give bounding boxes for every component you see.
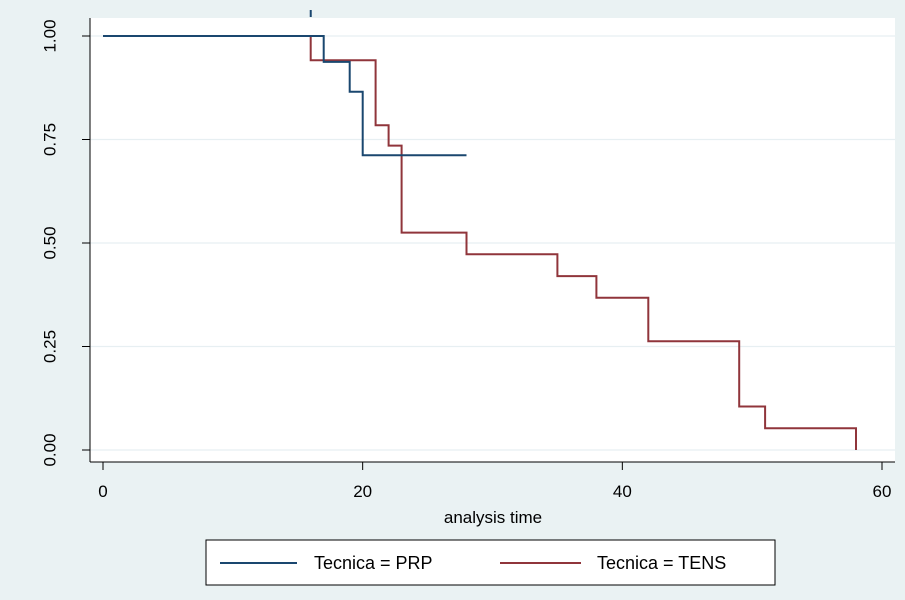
gridlines [90, 35, 895, 451]
legend: Tecnica = PRP Tecnica = TENS [205, 539, 776, 586]
y-tick-label-2: 0.50 [41, 226, 60, 259]
x-axis-title: analysis time [444, 508, 542, 527]
x-tick-label-1: 20 [353, 482, 372, 501]
series-line-prp [103, 35, 467, 157]
x-tick-label-0: 0 [98, 482, 107, 501]
x-axis-ticks: 0 20 40 60 [98, 462, 891, 501]
x-tick-label-2: 40 [613, 482, 632, 501]
y-tick-label-0: 0.00 [41, 433, 60, 466]
legend-label-tens: Tecnica = TENS [597, 553, 726, 573]
y-tick-label-1: 0.25 [41, 330, 60, 363]
legend-label-prp: Tecnica = PRP [314, 553, 433, 573]
y-tick-label-4: 1.00 [41, 19, 60, 52]
y-tick-label-3: 0.75 [41, 123, 60, 156]
y-axis-ticks: 0.00 0.25 0.50 0.75 1.00 [41, 19, 90, 467]
plot-area [90, 18, 895, 462]
series-lines [103, 10, 857, 450]
x-tick-label-3: 60 [873, 482, 892, 501]
legend-box [205, 539, 776, 586]
series-line-tens [103, 35, 857, 450]
